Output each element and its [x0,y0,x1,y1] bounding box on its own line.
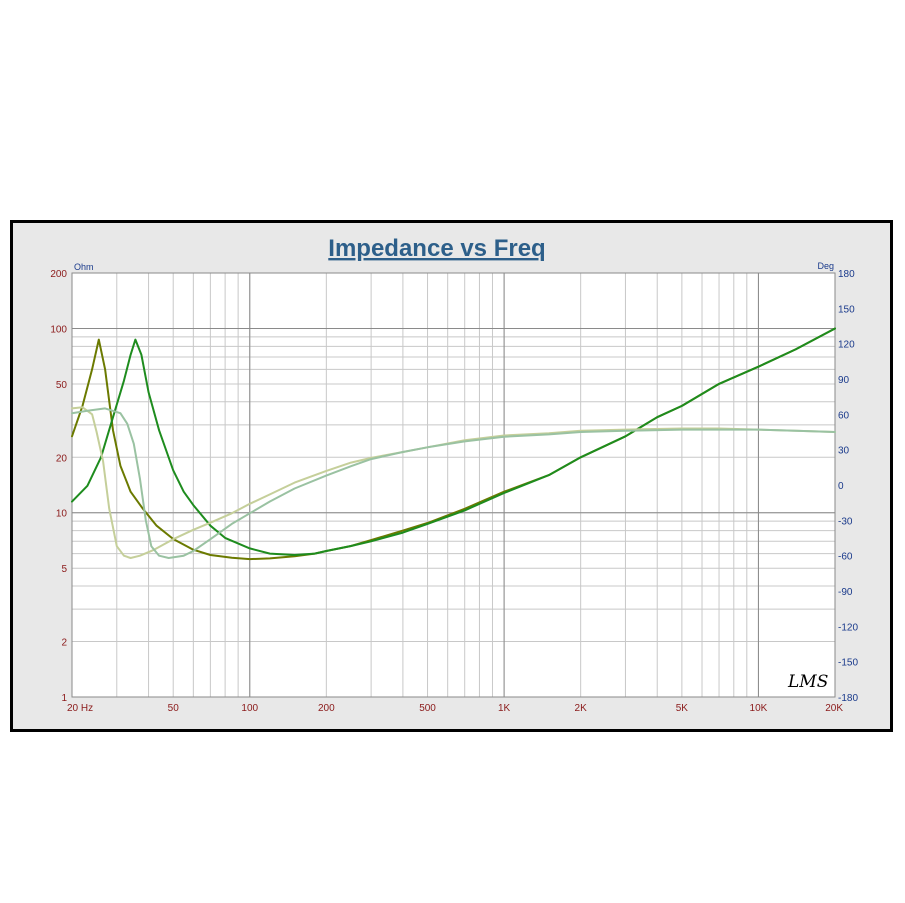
lms-logo: LMS [787,672,828,692]
x-tick-label: 20 Hz [67,703,93,714]
x-tick-label: 200 [318,703,335,714]
right-tick-label: -90 [838,587,853,598]
right-tick-label: 30 [838,446,850,457]
x-tick-label: 50 [168,703,180,714]
x-tick-label: 500 [419,703,436,714]
chart-title: Impedance vs Freq [328,235,545,262]
left-tick-label: 2 [61,638,67,649]
left-tick-label: 200 [50,269,67,280]
right-tick-label: 120 [838,340,855,351]
right-tick-label: -180 [838,693,858,704]
left-tick-label: 100 [50,324,67,335]
x-tick-label: 10K [750,703,768,714]
series-line-4 [71,407,836,559]
right-tick-label: 180 [838,269,855,280]
x-axis-ticks: 20 Hz 50 100 200 500 1K 2K 5K 10K 20K [67,703,843,714]
left-tick-label: 10 [56,509,68,520]
left-tick-label: 5 [61,564,67,575]
right-tick-label: 150 [838,304,855,315]
series-line-3 [71,406,836,559]
right-axis-ticks: 180 150 120 90 60 30 0 -30 -60 -90 -120 -150 -180 [838,269,858,704]
plot-border [71,272,836,698]
right-axis-unit: Deg [817,261,834,271]
right-tick-label: -150 [838,658,858,669]
x-tick-label: 5K [676,703,689,714]
right-tick-label: -30 [838,516,853,527]
left-tick-label: 1 [61,693,67,704]
left-tick-label: 20 [56,453,68,464]
right-tick-label: 60 [838,410,850,421]
left-tick-label: 50 [56,380,68,391]
right-tick-label: -60 [838,552,853,563]
x-tick-label: 2K [575,703,588,714]
right-tick-label: -120 [838,622,858,633]
x-tick-label: 1K [498,703,511,714]
x-tick-label: 20K [825,703,843,714]
right-tick-label: 0 [838,481,844,492]
grid-major [72,273,835,697]
x-tick-label: 100 [241,703,258,714]
series-layer [71,327,836,561]
left-axis-ticks: 1 2 5 10 20 50 100 200 [50,269,67,704]
left-axis-unit: Ohm [74,262,94,272]
plot-area [72,273,835,697]
right-tick-label: 90 [838,375,850,386]
